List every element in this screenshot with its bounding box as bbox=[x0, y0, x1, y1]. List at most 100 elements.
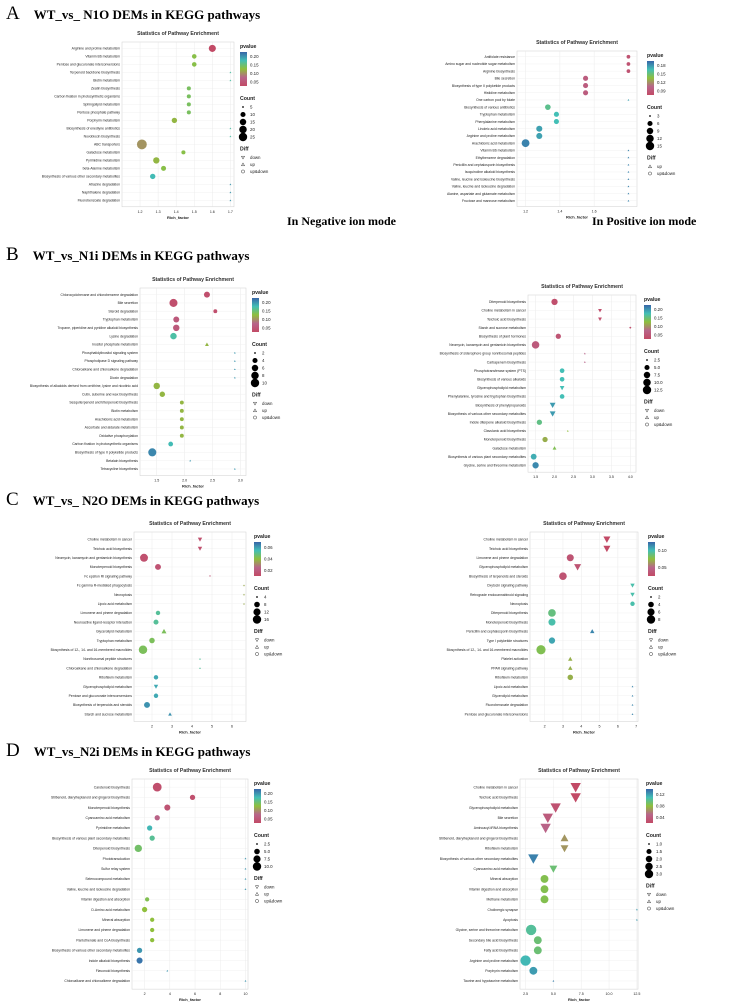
diff-legend-title: Diff bbox=[646, 884, 655, 890]
count-legend-title: Count bbox=[644, 349, 659, 355]
count-legend-dot bbox=[240, 111, 246, 118]
diff-legend-label: up bbox=[262, 408, 267, 413]
count-legend-dot bbox=[646, 134, 654, 143]
count-tick-label: 15 bbox=[250, 120, 255, 125]
data-point bbox=[528, 854, 539, 864]
diff-legend-symbol bbox=[646, 899, 652, 904]
count-legend-dot bbox=[252, 357, 258, 364]
data-point bbox=[548, 609, 556, 617]
data-point bbox=[540, 885, 549, 894]
pathway-label: Carbon fixation in photosynthetic organi… bbox=[54, 95, 120, 99]
pathway-label: Mineral absorption bbox=[102, 918, 130, 922]
pvalue-legend-title: pvalue bbox=[647, 53, 664, 59]
pvalue-tick-label: 0.10 bbox=[658, 548, 667, 553]
x-tick-label: 3 bbox=[562, 725, 564, 729]
data-point bbox=[179, 433, 184, 438]
positive-ion-mode-label: In Positive ion mode bbox=[592, 214, 697, 228]
chart-d-positive: Statistics of Pathway Enrichment 2.5 5.0 7.… bbox=[439, 768, 675, 1002]
pathway-label: Limonene and pinene degradation bbox=[477, 556, 529, 560]
pathway-label: Neomycin, kanamycin and gentamicin biosy… bbox=[449, 343, 526, 347]
count-legend-dot bbox=[252, 862, 262, 871]
pvalue-colorbar bbox=[240, 52, 247, 86]
pathway-label: Glycine, serine and threonine metabolism bbox=[464, 463, 527, 467]
pathway-label: Necroptosis bbox=[510, 602, 528, 606]
data-point bbox=[568, 656, 573, 661]
data-point bbox=[229, 191, 232, 194]
pathway-label: Glycerophospholipid metabolism bbox=[83, 685, 132, 689]
data-point bbox=[148, 448, 157, 457]
pvalue-colorbar bbox=[644, 305, 651, 339]
count-tick-label: 7.5 bbox=[654, 373, 661, 378]
count-legend-title: Count bbox=[647, 105, 662, 111]
x-axis-label: Rich_factor bbox=[179, 730, 201, 735]
data-point bbox=[168, 712, 172, 716]
data-point bbox=[567, 674, 574, 681]
data-point bbox=[590, 629, 595, 634]
count-legend-dot bbox=[648, 843, 650, 845]
chart-d-negative: Statistics of Pathway Enrichment 2 4 6 8 10 Ri… bbox=[51, 768, 283, 1002]
count-legend-title: Count bbox=[646, 833, 661, 839]
count-legend-dot bbox=[253, 855, 261, 863]
pathway-label: D-Amino acid metabolism bbox=[91, 908, 130, 912]
data-point bbox=[150, 173, 156, 180]
diff-legend-label: up&down bbox=[264, 652, 283, 657]
pathway-label: Sulfur relay system bbox=[101, 867, 130, 871]
section-heading: WT_vs_N1i DEMs in KEGG pathways bbox=[32, 248, 250, 263]
data-point bbox=[166, 969, 169, 972]
chart-title: Statistics of Pathway Enrichment bbox=[538, 768, 620, 774]
diff-legend-label: up&down bbox=[658, 652, 677, 657]
data-point bbox=[533, 936, 542, 945]
count-tick-label: 8 bbox=[264, 602, 267, 607]
data-point bbox=[153, 693, 159, 698]
pathway-label: Glycerophospholipid metabolism bbox=[479, 565, 528, 569]
pathway-label: Arachidonic acid metabolism bbox=[95, 417, 138, 421]
data-point bbox=[147, 825, 153, 831]
count-tick-label: 3.0 bbox=[656, 872, 663, 877]
data-point bbox=[627, 192, 630, 195]
data-point bbox=[598, 317, 602, 321]
pathway-label: Aminoacyl-tRNA biosynthesis bbox=[474, 826, 519, 830]
chart-title: Statistics of Pathway Enrichment bbox=[536, 40, 618, 46]
x-tick-label: 1.5 bbox=[192, 210, 197, 214]
pathway-label: Riboflavin metabolism bbox=[495, 676, 528, 680]
pathway-label: Antifolate resistance bbox=[484, 55, 515, 59]
data-point bbox=[627, 149, 630, 152]
count-legend-dot bbox=[646, 848, 652, 855]
count-legend-dot bbox=[254, 352, 256, 354]
pvalue-tick-label: 0.10 bbox=[250, 71, 259, 76]
x-tick-label: 6 bbox=[231, 725, 233, 729]
pathway-label: Glycerophospholipid metabolism bbox=[477, 386, 526, 390]
pathway-label: Biosynthesis of terpenoids and steroids bbox=[469, 574, 528, 578]
chart-title: Statistics of Pathway Enrichment bbox=[541, 284, 623, 290]
negative-ion-mode-label: In Negative ion mode bbox=[287, 214, 396, 228]
diff-legend-label: up&down bbox=[250, 169, 269, 174]
data-point bbox=[244, 878, 247, 880]
pathway-label: Sphingolipid metabolism bbox=[83, 103, 120, 107]
data-point bbox=[152, 782, 162, 792]
count-legend-dot bbox=[250, 378, 260, 388]
x-tick-label: 8 bbox=[219, 992, 221, 996]
pathway-label: Phosphotransferase system (PTS) bbox=[474, 369, 526, 373]
diff-legend-symbol bbox=[647, 164, 653, 169]
pvalue-tick-label: 0.20 bbox=[262, 300, 271, 305]
x-tick-label: 3.0 bbox=[238, 479, 243, 483]
section-letter: D bbox=[6, 740, 20, 761]
data-point bbox=[559, 386, 565, 391]
diff-legend-label: down bbox=[264, 638, 275, 643]
data-point bbox=[205, 342, 209, 346]
data-point bbox=[179, 408, 184, 413]
count-tick-label: 9 bbox=[657, 129, 660, 134]
count-tick-label: 10 bbox=[250, 112, 255, 117]
pathway-label: Diterpenoid biosynthesis bbox=[489, 300, 526, 304]
data-point bbox=[583, 90, 589, 96]
pathway-label: Arginine and proline metabolism bbox=[72, 47, 121, 51]
data-point bbox=[559, 376, 565, 382]
pvalue-legend-title: pvalue bbox=[646, 781, 663, 787]
count-tick-label: 10.0 bbox=[264, 864, 273, 869]
data-point bbox=[627, 185, 630, 188]
data-point bbox=[233, 351, 236, 354]
count-legend-dot bbox=[645, 862, 653, 871]
data-point bbox=[169, 298, 178, 307]
data-point bbox=[159, 391, 166, 397]
pathway-label: Mineral absorption bbox=[490, 877, 518, 881]
